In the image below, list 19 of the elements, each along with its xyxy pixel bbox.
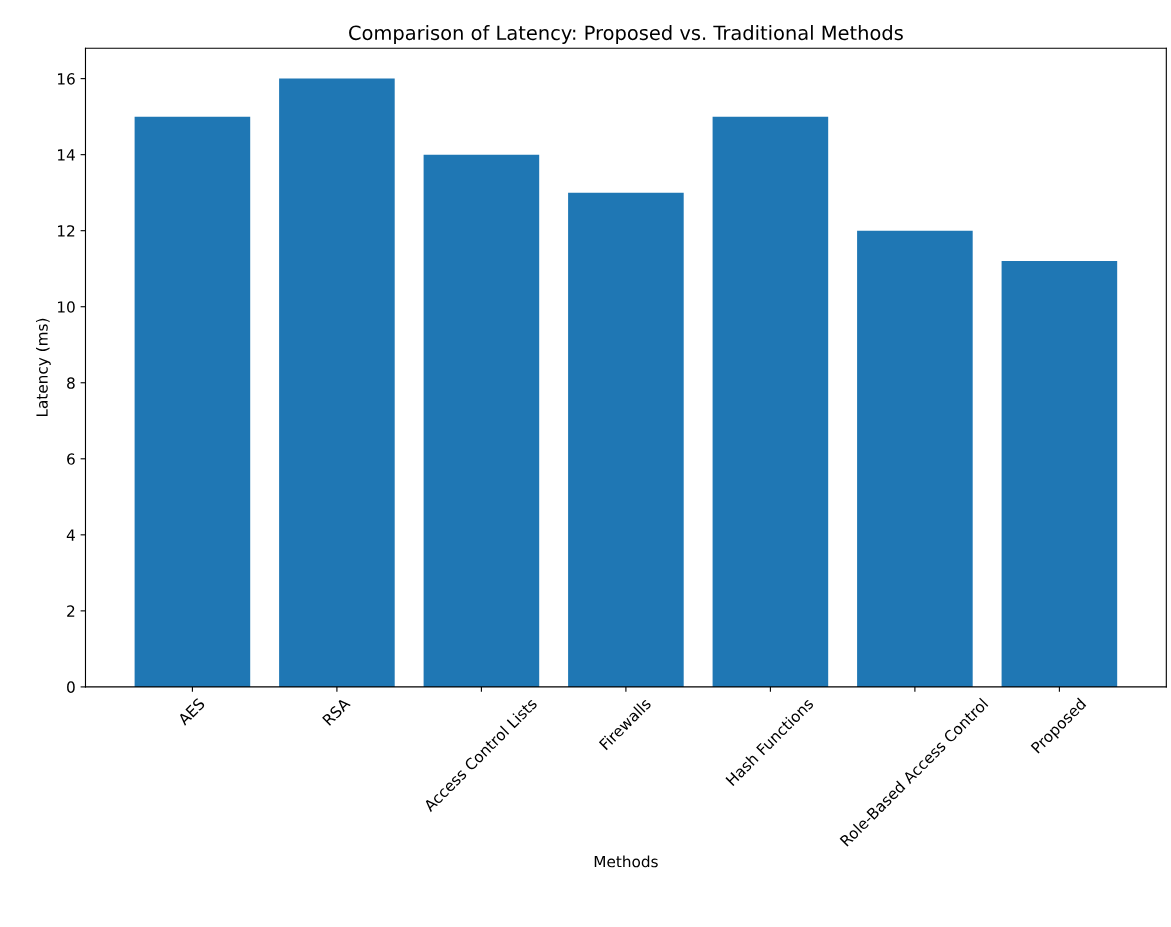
bar (279, 78, 395, 687)
bar (857, 230, 973, 687)
y-tick-label: 10 (58, 301, 75, 313)
y-tick-label: 16 (58, 73, 75, 85)
bar (712, 116, 829, 687)
chart-title: Comparison of Latency: Proposed vs. Traditional Methods (349, 25, 903, 44)
y-tick-label: 12 (58, 225, 75, 237)
y-tick-label: 4 (66, 529, 75, 541)
y-axis-title: Latency (ms) (35, 318, 51, 417)
bar (1001, 261, 1118, 687)
y-tick-label: 6 (67, 453, 75, 465)
bar (568, 192, 684, 687)
y-tick-label: 14 (58, 149, 75, 161)
bar (134, 116, 251, 687)
y-tick-label: 2 (67, 605, 75, 617)
x-axis-title: Methods (594, 855, 658, 868)
y-tick-label: 8 (67, 377, 75, 389)
bar (423, 154, 540, 687)
y-tick-label: 0 (67, 681, 75, 693)
